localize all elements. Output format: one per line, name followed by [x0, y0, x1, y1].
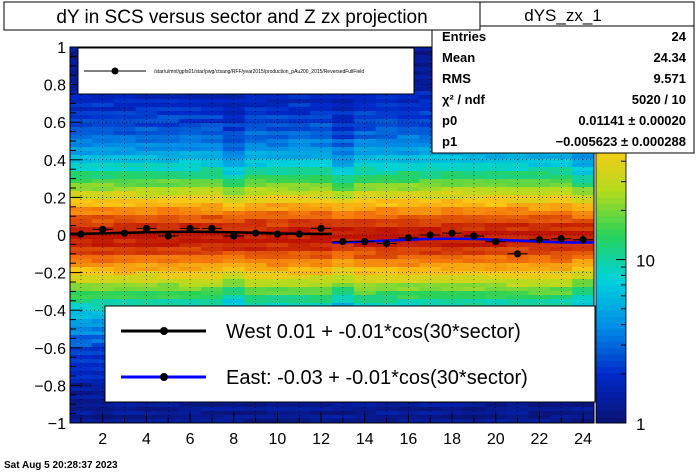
- fit-line-1: [331, 237, 595, 244]
- stats-box: dYS_zx_1 Entries 24 Mean 24.34 RMS 9.571 χ² / …: [431, 1, 695, 154]
- colorbar-tick-label: 1: [636, 415, 645, 434]
- legend: West 0.01 + -0.01*cos(30*sector) East: -0…: [104, 305, 596, 403]
- stats-value: 24.34: [653, 50, 686, 65]
- data-point: [579, 236, 587, 244]
- data-point: [230, 232, 238, 240]
- stats-value: −0.005623 ± 0.000288: [556, 134, 686, 149]
- x-tick-label: 4: [142, 431, 151, 448]
- title-box: dY in SCS versus sector and Z zx project…: [3, 1, 481, 31]
- x-tick-label: 10: [269, 431, 287, 448]
- y-tick-label: −0.8: [34, 378, 66, 395]
- data-point: [557, 235, 565, 243]
- x-tick-label: 22: [531, 431, 549, 448]
- stats-label: p1: [442, 134, 457, 149]
- data-point: [164, 232, 172, 240]
- data-point: [273, 230, 282, 238]
- stats-value: 0.01141 ± 0.00020: [578, 113, 686, 128]
- stats-label: p0: [442, 113, 457, 128]
- stats-value: 24: [672, 29, 687, 44]
- data-point: [470, 232, 478, 240]
- data-points: [70, 224, 594, 258]
- data-point: [426, 231, 434, 239]
- data-point: [317, 224, 325, 233]
- stats-value: 5020 / 10: [632, 92, 686, 107]
- data-point: [382, 239, 391, 248]
- y-axis-ticks: 1 0.8 0.6 0.4 0.2 0 −0.2 −0.4 −0.6 −0.8 −1: [34, 40, 82, 433]
- fit-lines: [69, 230, 595, 244]
- y-tick-label: −0.6: [34, 341, 66, 358]
- x-tick-label: 6: [186, 431, 195, 448]
- data-point: [295, 230, 303, 238]
- fit-line-0: [69, 230, 333, 236]
- data-point: [208, 224, 216, 233]
- small-legend-text: /star/u/mnt/gpfs01/star/pwg/ctsang/RFF/y…: [154, 69, 364, 75]
- data-point: [142, 224, 151, 233]
- x-axis-ticks: 2 4 6 8 10 12 14 16 18 20 22 24: [80, 413, 592, 448]
- y-tick-label: −0.4: [34, 303, 66, 320]
- x-tick-label: 14: [356, 431, 374, 448]
- x-tick-label: 2: [98, 431, 107, 448]
- x-tick-label: 18: [443, 431, 461, 448]
- y-tick-label: 0.6: [44, 115, 66, 132]
- x-tick-label: 12: [312, 431, 330, 448]
- data-point: [99, 225, 107, 233]
- data-point: [77, 230, 85, 238]
- stats-label: RMS: [442, 71, 471, 86]
- data-point: [339, 237, 347, 246]
- data-point: [186, 224, 194, 233]
- data-point: [535, 236, 544, 244]
- legend-label: East: -0.03 + -0.01*cos(30*sector): [226, 367, 528, 389]
- y-tick-label: −1: [48, 416, 66, 433]
- stats-label: Mean: [442, 50, 475, 65]
- stats-label: Entries: [442, 29, 486, 44]
- y-tick-label: 0.8: [44, 78, 66, 95]
- data-point: [120, 229, 129, 237]
- x-tick-label: 16: [400, 431, 418, 448]
- stats-name: dYS_zx_1: [524, 6, 602, 25]
- page-title: dY in SCS versus sector and Z zx project…: [56, 7, 427, 28]
- y-tick-label: 0: [57, 228, 66, 245]
- data-point: [404, 234, 413, 242]
- data-point: [361, 237, 369, 246]
- y-tick-label: 1: [57, 40, 66, 57]
- data-point: [448, 229, 456, 237]
- y-tick-label: 0.4: [44, 153, 66, 170]
- x-tick-label: 24: [574, 431, 592, 448]
- data-point: [513, 250, 522, 258]
- stats-label: χ² / ndf: [442, 92, 486, 107]
- timestamp: Sat Aug 5 20:28:37 2023: [4, 460, 118, 471]
- legend-label: West 0.01 + -0.01*cos(30*sector): [226, 321, 521, 343]
- x-tick-label: 20: [487, 431, 505, 448]
- data-point: [251, 229, 260, 237]
- stats-value: 9.571: [653, 71, 686, 86]
- x-tick-label: 8: [229, 431, 238, 448]
- colorbar-tick-label: 10: [636, 252, 655, 271]
- y-tick-label: 0.2: [44, 190, 66, 207]
- y-tick-label: −0.2: [34, 266, 66, 283]
- small-legend: /star/u/mnt/gpfs01/star/pwg/ctsang/RFF/y…: [77, 47, 415, 95]
- data-point: [492, 237, 500, 246]
